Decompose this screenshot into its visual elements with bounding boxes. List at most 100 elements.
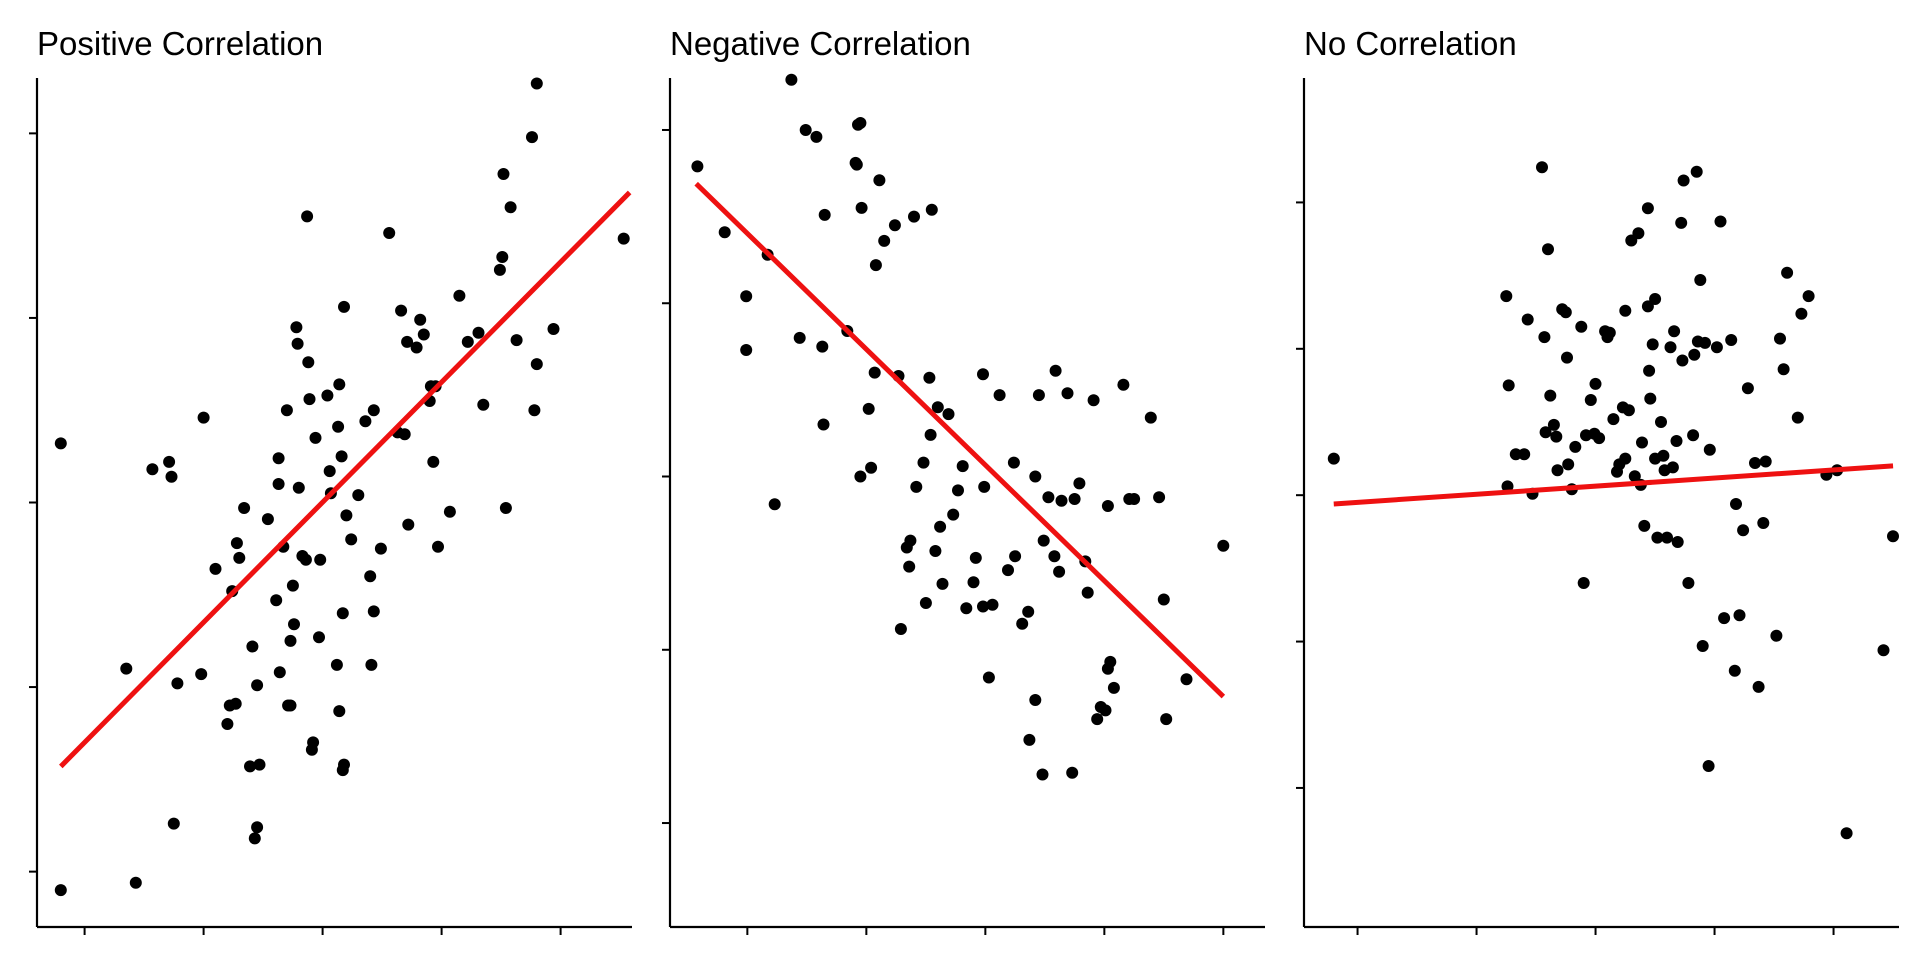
data-point (1877, 644, 1890, 657)
scatter-points (54, 77, 630, 897)
data-point (402, 518, 415, 531)
data-point (129, 876, 142, 889)
data-point (229, 697, 242, 710)
data-point (496, 251, 509, 263)
data-point (338, 300, 350, 313)
data-point (54, 437, 67, 450)
trend-line (1333, 463, 1894, 507)
data-point (303, 393, 316, 406)
data-point (1632, 227, 1645, 240)
data-point (1104, 655, 1117, 668)
data-point (977, 368, 989, 381)
data-point (1128, 493, 1141, 505)
data-point (251, 679, 264, 692)
data-point (869, 259, 882, 272)
data-point (499, 502, 512, 514)
data-point (1622, 404, 1635, 417)
data-point (1649, 293, 1662, 305)
data-point (273, 666, 286, 679)
panel-title: Negative Correlation (670, 25, 971, 62)
data-point (904, 534, 917, 547)
data-point (414, 313, 427, 326)
scatter-points (691, 73, 1230, 781)
data-point (888, 219, 901, 232)
data-point (284, 699, 297, 712)
data-point (1518, 448, 1531, 461)
data-point (1117, 378, 1130, 391)
data-point (617, 232, 630, 245)
data-point (238, 502, 251, 514)
data-point (1539, 426, 1552, 439)
data-point (1619, 304, 1632, 317)
data-point (850, 158, 863, 171)
data-point (292, 481, 305, 494)
data-point (291, 337, 304, 350)
panel-title: No Correlation (1304, 25, 1517, 62)
panel-positive-correlation: Positive Correlation (29, 25, 632, 935)
data-point (333, 378, 346, 391)
data-point (917, 456, 930, 469)
data-point (1561, 351, 1573, 364)
data-point (1575, 320, 1588, 333)
tick-group (29, 132, 562, 935)
data-point (768, 498, 781, 511)
data-point (195, 668, 208, 681)
data-point (1741, 382, 1754, 395)
data-point (504, 201, 517, 214)
data-point (286, 579, 299, 592)
data-point (330, 658, 343, 671)
data-point (960, 602, 973, 615)
data-point (230, 537, 243, 550)
data-point (359, 415, 372, 428)
data-point (1619, 452, 1632, 465)
data-point (246, 640, 259, 653)
data-point (1688, 348, 1701, 361)
data-point (1550, 430, 1563, 443)
data-point (1521, 313, 1534, 326)
data-point (868, 366, 881, 379)
data-point (934, 520, 947, 533)
data-point (383, 227, 396, 239)
data-point (1643, 364, 1656, 377)
data-point (1699, 336, 1711, 349)
data-point (1728, 664, 1741, 677)
data-point (1584, 394, 1597, 406)
data-point (417, 328, 430, 341)
data-point (993, 389, 1006, 402)
data-point (209, 562, 222, 575)
data-point (398, 428, 411, 441)
data-point (427, 455, 440, 468)
data-point (1638, 519, 1651, 532)
data-point (367, 605, 380, 618)
data-point (1795, 307, 1808, 320)
data-point (1593, 432, 1606, 445)
data-point (261, 513, 274, 526)
data-point (1160, 713, 1173, 726)
data-point (1661, 531, 1673, 544)
panel-negative-correlation: Negative Correlation (662, 25, 1265, 935)
data-point (395, 304, 408, 317)
data-point (364, 570, 377, 583)
data-point (1157, 593, 1170, 606)
data-point (1671, 536, 1684, 548)
data-point (810, 130, 823, 143)
data-point (931, 401, 944, 414)
data-point (1687, 429, 1700, 442)
data-point (477, 398, 490, 411)
data-point (1007, 456, 1020, 469)
data-point (443, 505, 456, 518)
data-point (1053, 565, 1066, 578)
data-point (171, 677, 184, 690)
data-point (1589, 377, 1602, 390)
data-point (1607, 413, 1620, 426)
data-point (1087, 394, 1100, 407)
data-point (1036, 768, 1049, 781)
data-point (1733, 609, 1746, 622)
data-point (288, 618, 300, 631)
data-point (873, 174, 886, 187)
data-point (1544, 389, 1557, 402)
data-point (1641, 300, 1654, 313)
data-point (1066, 766, 1079, 779)
tick-group (662, 128, 1225, 935)
data-point (1101, 500, 1114, 512)
